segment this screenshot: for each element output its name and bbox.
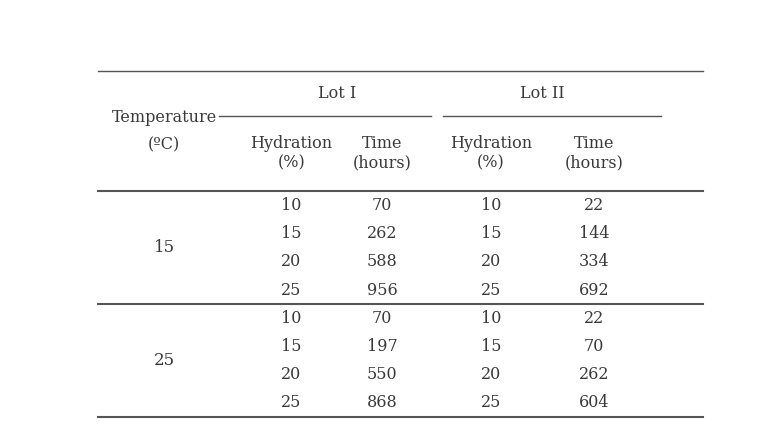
- Text: 25: 25: [481, 282, 501, 299]
- Text: (hours): (hours): [353, 155, 412, 172]
- Text: 22: 22: [584, 310, 604, 327]
- Text: 25: 25: [281, 395, 301, 412]
- Text: 10: 10: [281, 310, 301, 327]
- Text: 25: 25: [154, 352, 175, 369]
- Text: 25: 25: [281, 282, 301, 299]
- Text: Hydration: Hydration: [250, 135, 333, 152]
- Text: (%): (%): [477, 155, 505, 172]
- Text: 15: 15: [281, 338, 301, 355]
- Text: (%): (%): [277, 155, 305, 172]
- Text: 20: 20: [481, 253, 501, 270]
- Text: 70: 70: [372, 197, 392, 214]
- Text: 20: 20: [281, 366, 301, 383]
- Text: Lot I: Lot I: [318, 85, 356, 102]
- Text: 550: 550: [367, 366, 398, 383]
- Text: 15: 15: [154, 239, 175, 256]
- Text: Hydration: Hydration: [450, 135, 532, 152]
- Text: (hours): (hours): [565, 155, 623, 172]
- Text: 604: 604: [579, 395, 609, 412]
- Text: 10: 10: [281, 197, 301, 214]
- Text: 15: 15: [481, 225, 501, 242]
- Text: 868: 868: [367, 395, 398, 412]
- Text: 20: 20: [481, 366, 501, 383]
- Text: 197: 197: [367, 338, 398, 355]
- Text: 334: 334: [579, 253, 609, 270]
- Text: 262: 262: [579, 366, 609, 383]
- Text: Temperature: Temperature: [112, 109, 217, 126]
- Text: 588: 588: [367, 253, 398, 270]
- Text: 20: 20: [281, 253, 301, 270]
- Text: 956: 956: [367, 282, 398, 299]
- Text: (ºC): (ºC): [148, 136, 180, 153]
- Text: 70: 70: [372, 310, 392, 327]
- Text: 692: 692: [579, 282, 609, 299]
- Text: Lot II: Lot II: [520, 85, 565, 102]
- Text: 10: 10: [481, 197, 501, 214]
- Text: 262: 262: [367, 225, 398, 242]
- Text: Time: Time: [574, 135, 614, 152]
- Text: 22: 22: [584, 197, 604, 214]
- Text: 144: 144: [579, 225, 609, 242]
- Text: 70: 70: [583, 338, 604, 355]
- Text: 15: 15: [281, 225, 301, 242]
- Text: 15: 15: [481, 338, 501, 355]
- Text: 25: 25: [481, 395, 501, 412]
- Text: Time: Time: [362, 135, 402, 152]
- Text: 10: 10: [481, 310, 501, 327]
